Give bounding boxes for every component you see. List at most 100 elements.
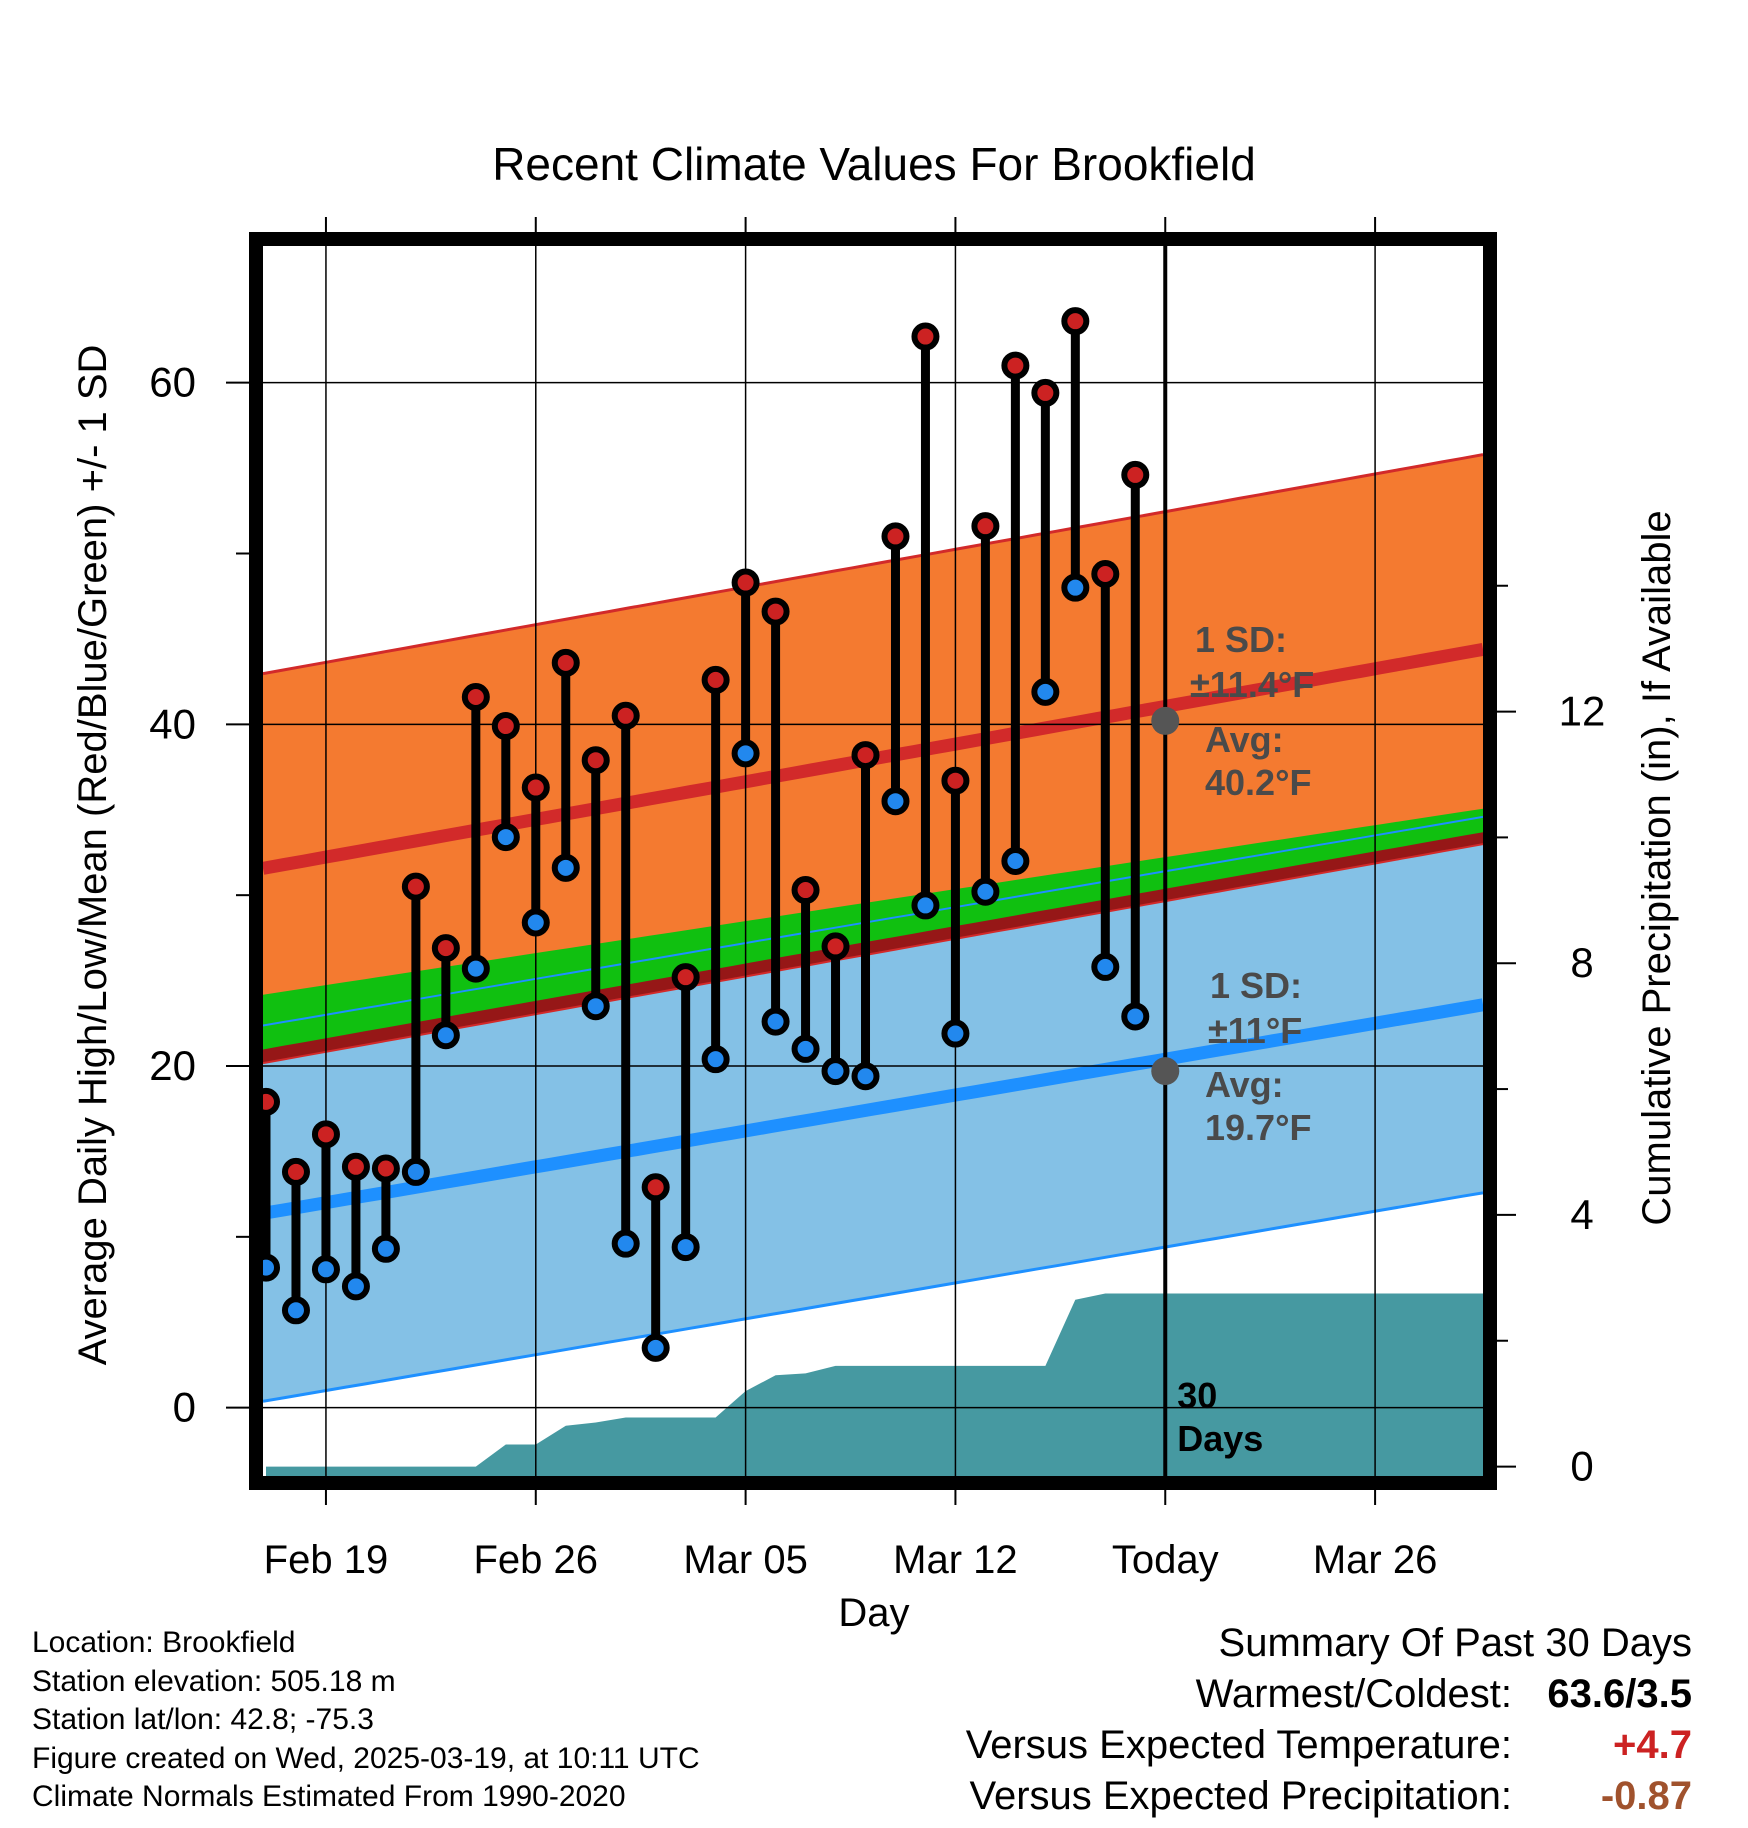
x-tick-label: Feb 26 [474,1538,599,1582]
low-temp-point [851,1062,880,1091]
normals-period-text: Climate Normals Estimated From 1990-2020 [32,1780,626,1813]
high-temp-point [521,773,550,802]
high-temp-point [851,741,880,770]
low-temp-point [791,1034,820,1063]
x-axis-label: Day [838,1591,909,1635]
low-temp-point [521,908,550,937]
station-info: Location: Brookfield Station elevation: … [32,1624,700,1817]
x-tick-label: Mar 05 [683,1538,808,1582]
axes: Feb 19 Feb 26 Mar 05 Mar 12 Today Mar 2602040… [149,217,1605,1582]
high-temp-point [1001,351,1030,380]
high-temp-point [281,1157,310,1186]
high-sd-label: 1 SD: [1195,619,1287,660]
high-temp-point [581,746,610,775]
location-text: Location: Brookfield [32,1626,296,1659]
low-upper-sd-line [263,815,1483,1027]
low-temp-point [731,739,760,768]
window-length-unit: Days [1177,1418,1263,1459]
summary-precip-row: Versus Expected Precipitation: -0.87 [966,1774,1692,1825]
low-temp-point [461,954,490,983]
high-temp-point [551,648,580,677]
low-temp-point [401,1157,430,1186]
high-temp-point [971,512,1000,541]
low-temp-point [551,853,580,882]
warm-cold-value: 63.6/3.5 [1547,1672,1692,1716]
low-mean-line [263,998,1483,1220]
precip-diff-label: Versus Expected Precipitation: [969,1774,1512,1818]
x-tick-label: Today [1112,1538,1219,1582]
high-temp-point [731,568,760,597]
high-temp-point [371,1154,400,1183]
low-temp-point [821,1057,850,1086]
low-temp-point [371,1234,400,1263]
high-temp-point [911,322,940,351]
elevation-text: Station elevation: 505.18 m [32,1664,396,1698]
y-tick-label: 20 [149,1042,196,1089]
low-temp-point [641,1333,670,1362]
low-temp-point [581,992,610,1021]
high-avg-value: 40.2°F [1205,762,1311,803]
low-sd-value: ±11°F [1208,1010,1302,1051]
latlon-text: Station lat/lon: 42.8; -75.3 [32,1703,374,1736]
high-temp-point [311,1120,340,1149]
high-temp-point [701,665,730,694]
x-tick-label: Mar 12 [893,1538,1018,1582]
precipitation-area [266,1293,1483,1476]
high-avg-marker [1151,706,1180,735]
y2-tick-label: 4 [1570,1191,1593,1238]
low-temp-point [1031,677,1060,706]
y2-tick-label: 0 [1570,1443,1593,1490]
high-temp-point [491,712,520,741]
low-avg-value: 19.7°F [1205,1107,1311,1148]
high-temp-point [1121,460,1150,489]
low-lower-sd-line [263,1191,1483,1403]
high-temp-point [821,932,850,961]
y-tick-label: 0 [173,1384,196,1431]
temp-diff-label: Versus Expected Temperature: [965,1723,1512,1767]
y2-axis-label: Cumulative Precipitation (in), If Availa… [1635,510,1679,1225]
high-sd-value: ±11.4°F [1190,664,1314,705]
high-temp-point [461,683,490,711]
high-temp-point [1091,560,1120,588]
y-axis-label: Average Daily High/Low/Mean (Red/Blue/Gr… [71,345,115,1366]
low-temp-point [1061,573,1090,602]
summary-warm-cold-row: Warmest/Coldest: 63.6/3.5 [966,1672,1692,1723]
high-temp-point [671,963,700,992]
low-temp-point [881,787,910,816]
y2-tick-label: 12 [1559,688,1606,735]
high-temp-point [881,522,910,551]
high-temp-point [1031,378,1060,407]
created-text: Figure created on Wed, 2025-03-19, at 10… [32,1741,700,1775]
high-avg-label: Avg: [1205,719,1284,760]
y2-tick-label: 8 [1570,939,1593,986]
low-temp-point [941,1019,970,1048]
high-temp-point [641,1173,670,1202]
low-temp-point [341,1272,370,1301]
plot-frame [249,232,1497,1490]
high-temp-point [761,597,790,626]
low-temp-point [671,1233,700,1262]
low-temp-point [611,1229,640,1258]
high-temp-point [791,876,820,905]
high-temp-point [941,766,970,795]
x-tick-label: Mar 26 [1313,1538,1438,1582]
low-temp-point [431,1021,460,1050]
high-temp-point [431,934,460,963]
low-temp-point [1091,952,1120,981]
x-tick-label: Feb 19 [264,1538,389,1582]
high-temp-point [341,1152,370,1181]
summary-temp-row: Versus Expected Temperature: +4.7 [966,1723,1692,1774]
y-tick-label: 60 [149,359,196,406]
summary-heading-row: Summary Of Past 30 Days [966,1621,1692,1672]
low-temp-point [491,823,520,852]
warm-cold-label: Warmest/Coldest: [1195,1672,1512,1716]
low-avg-marker [1151,1057,1180,1086]
chart-title: Recent Climate Values For Brookfield [492,138,1256,190]
high-temp-point [611,701,640,730]
y-tick-label: 40 [149,700,196,747]
high-temp-point [1061,307,1090,336]
summary-panel: Summary Of Past 30 Days Warmest/Coldest:… [966,1621,1692,1825]
low-temp-point [1001,847,1030,875]
